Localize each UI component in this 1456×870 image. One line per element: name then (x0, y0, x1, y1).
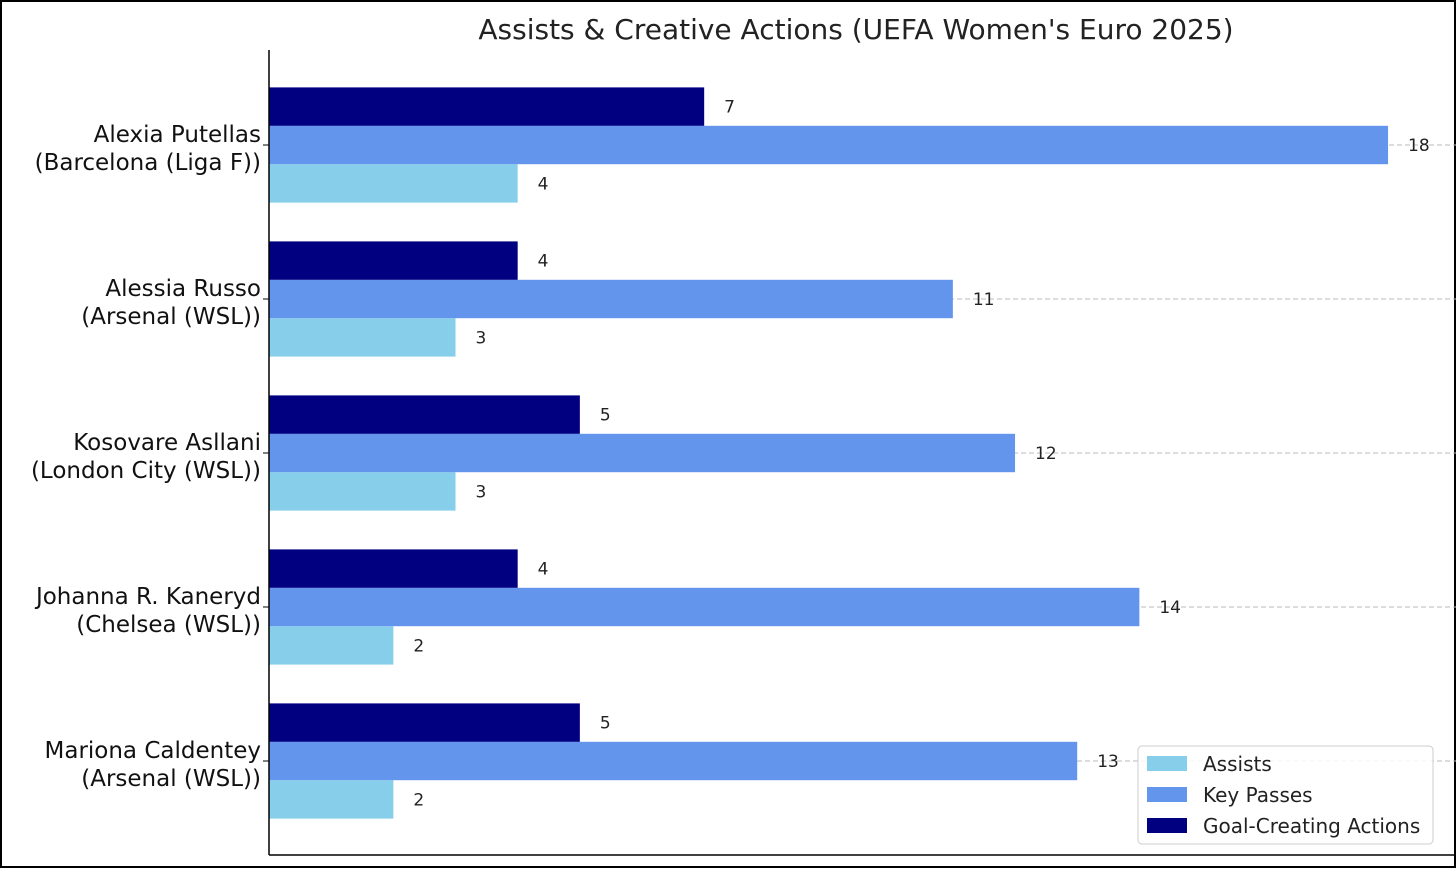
value-label: 13 (1097, 752, 1119, 772)
player-name: Alexia Putellas (94, 122, 261, 148)
y-tick-label: Alessia Russo (Arsenal (WSL)) (81, 276, 261, 330)
bar-key-passes (269, 279, 953, 319)
legend-swatch (1147, 787, 1187, 802)
value-label: 11 (973, 290, 995, 310)
value-label: 4 (538, 560, 549, 580)
legend-label: Goal-Creating Actions (1203, 814, 1420, 838)
y-tick-label: Johanna R. Kaneryd (Chelsea (WSL)) (34, 584, 261, 638)
value-label: 4 (538, 174, 549, 194)
player-club: (Arsenal (WSL)) (81, 766, 261, 792)
bar-key-passes (269, 125, 1389, 165)
bar-key-passes (269, 433, 1016, 473)
bar-assists (269, 780, 394, 819)
bar-assists (269, 164, 518, 203)
y-tick-label: Kosovare Asllani (London City (WSL)) (31, 430, 261, 484)
value-label: 18 (1408, 136, 1430, 156)
legend-label: Assists (1203, 752, 1272, 776)
player-name: Alessia Russo (105, 276, 261, 302)
value-label: 3 (476, 482, 487, 502)
value-label: 5 (600, 406, 611, 426)
chart-title: Assists & Creative Actions (UEFA Women's… (478, 13, 1233, 46)
bar-goal-creating-actions (269, 549, 518, 588)
legend-swatch (1147, 818, 1187, 833)
bar-assists (269, 472, 456, 511)
value-label: 3 (476, 328, 487, 348)
player-club: (Chelsea (WSL)) (76, 612, 261, 638)
bar-goal-creating-actions (269, 703, 580, 742)
player-club: (London City (WSL)) (31, 458, 261, 484)
player-name: Kosovare Asllani (73, 430, 261, 456)
player-name: Mariona Caldentey (45, 738, 262, 764)
bar-goal-creating-actions (269, 241, 518, 280)
value-label: 7 (724, 98, 735, 118)
value-label: 5 (600, 714, 611, 734)
y-tick-label: Alexia Putellas (Barcelona (Liga F)) (35, 122, 261, 176)
value-label: 2 (413, 790, 424, 810)
bar-assists (269, 318, 456, 357)
bar-assists (269, 626, 394, 665)
bar-goal-creating-actions (269, 87, 705, 126)
bars (269, 87, 1389, 819)
legend: Assists Key Passes Goal-Creating Actions (1137, 745, 1434, 845)
value-labels: 4 3 3 2 2 18 11 12 14 13 7 4 5 4 5 (413, 98, 1429, 811)
value-label: 12 (1035, 444, 1057, 464)
value-label: 2 (413, 636, 424, 656)
bar-key-passes (269, 587, 1140, 627)
bar-goal-creating-actions (269, 395, 580, 434)
player-club: (Arsenal (WSL)) (81, 304, 261, 330)
value-label: 14 (1159, 598, 1181, 618)
y-axis: Alexia Putellas (Barcelona (Liga F)) Aless… (31, 50, 1456, 856)
value-label: 4 (538, 252, 549, 272)
player-club: (Barcelona (Liga F)) (35, 150, 261, 176)
y-tick-label: Mariona Caldentey (Arsenal (WSL)) (45, 738, 262, 792)
bar-key-passes (269, 741, 1078, 781)
legend-swatch (1147, 756, 1187, 771)
legend-label: Key Passes (1203, 783, 1313, 807)
player-name: Johanna R. Kaneryd (34, 584, 261, 610)
legend-box (1137, 745, 1434, 845)
